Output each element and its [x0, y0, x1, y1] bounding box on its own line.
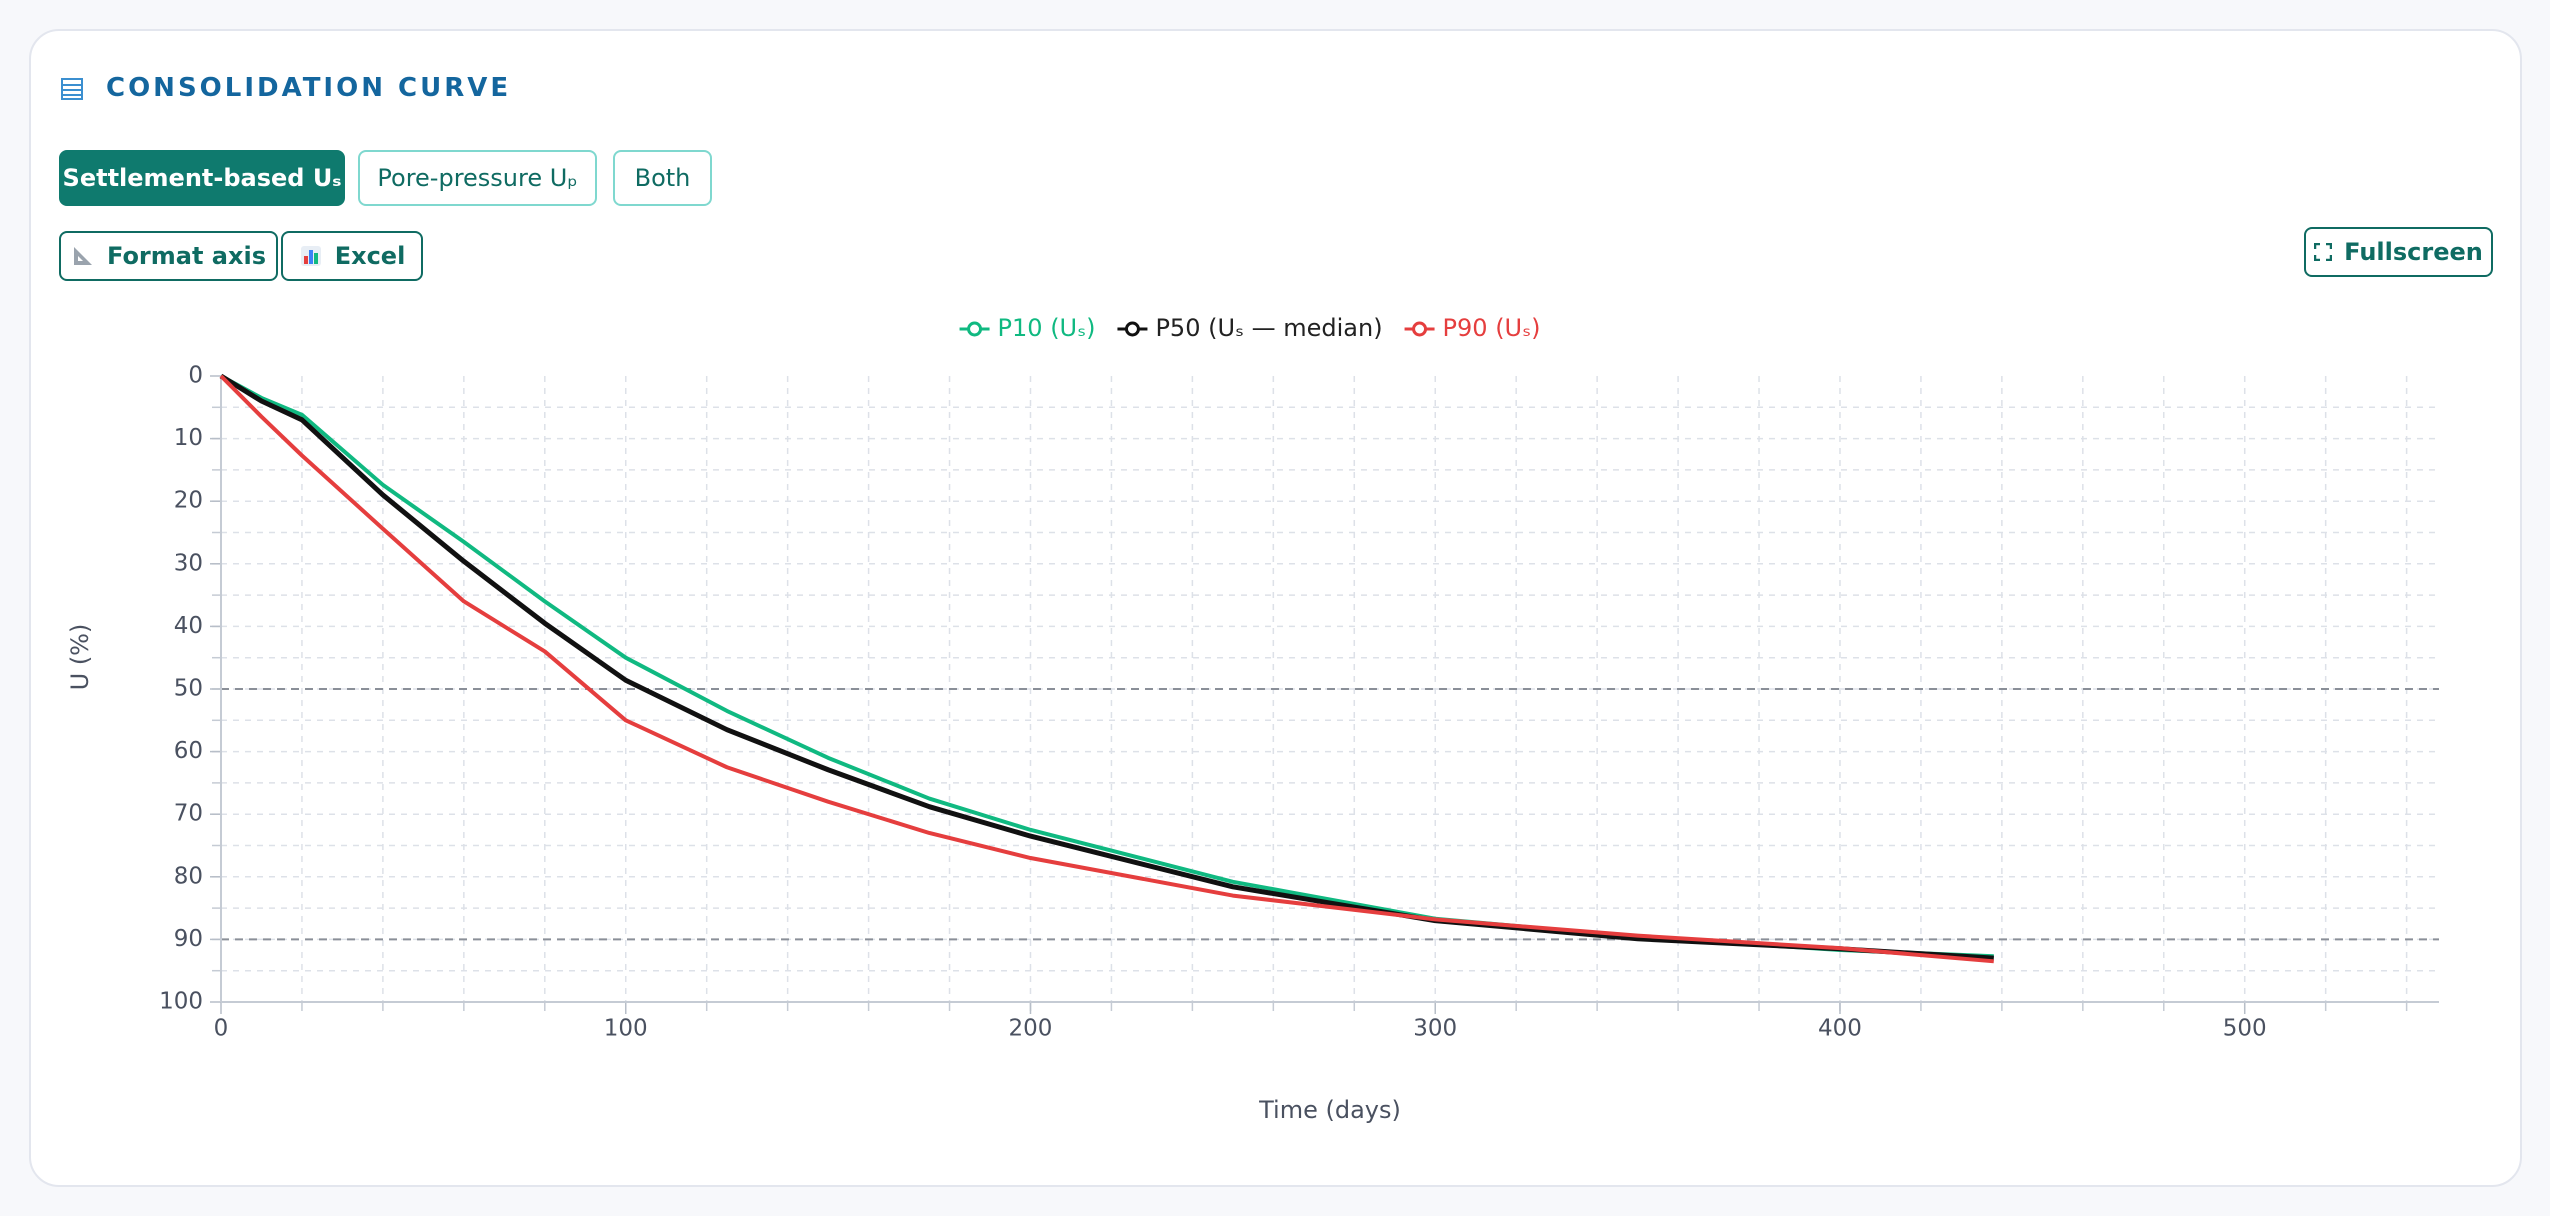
icon [2314, 243, 2333, 261]
toggle-button[interactable]: Both [613, 150, 712, 206]
excel-button[interactable]: Excel [281, 231, 423, 281]
icon [300, 246, 321, 266]
section-title: CONSOLIDATION CURVE [106, 73, 512, 103]
toggle-button[interactable]: Settlement-based Uₛ [59, 150, 345, 206]
title-icon [61, 78, 83, 100]
button-label: Both [634, 164, 691, 192]
fullscreen-button[interactable]: Fullscreen [2304, 227, 2493, 277]
button-label: Pore-pressure Uₚ [377, 164, 578, 192]
format-axis-button[interactable]: Format axis [59, 231, 278, 281]
button-label: Format axis [107, 242, 266, 270]
toggle-button[interactable]: Pore-pressure Uₚ [358, 150, 597, 206]
button-label: Fullscreen [2344, 238, 2483, 266]
button-label: Settlement-based Uₛ [62, 164, 342, 192]
button-label: Excel [334, 242, 406, 270]
icon [74, 247, 93, 265]
